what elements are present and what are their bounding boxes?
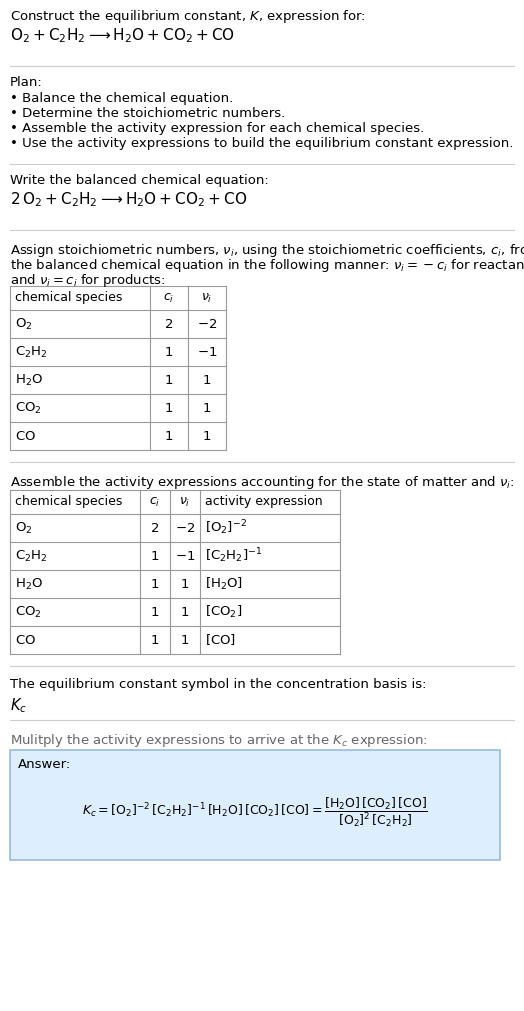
- Text: $1$: $1$: [202, 430, 212, 443]
- Text: $\nu_i$: $\nu_i$: [201, 291, 213, 304]
- Text: $\mathrm{C_2H_2}$: $\mathrm{C_2H_2}$: [15, 345, 48, 360]
- Text: $\nu_i$: $\nu_i$: [179, 495, 191, 509]
- Text: $c_i$: $c_i$: [149, 495, 161, 509]
- Text: the balanced chemical equation in the following manner: $\nu_i = -c_i$ for react: the balanced chemical equation in the fo…: [10, 257, 524, 274]
- Text: $\mathrm{O_2}$: $\mathrm{O_2}$: [15, 316, 32, 332]
- Text: Assign stoichiometric numbers, $\nu_i$, using the stoichiometric coefficients, $: Assign stoichiometric numbers, $\nu_i$, …: [10, 242, 524, 259]
- Text: $\mathrm{CO}$: $\mathrm{CO}$: [15, 430, 36, 443]
- Text: $\mathrm{CO_2}$: $\mathrm{CO_2}$: [15, 400, 42, 416]
- Text: $1$: $1$: [202, 373, 212, 386]
- FancyBboxPatch shape: [10, 750, 500, 860]
- Text: • Determine the stoichiometric numbers.: • Determine the stoichiometric numbers.: [10, 107, 285, 120]
- Text: $\mathrm{CO}$: $\mathrm{CO}$: [15, 634, 36, 646]
- Text: $\mathrm{CO_2}$: $\mathrm{CO_2}$: [15, 605, 42, 620]
- Text: $\mathrm{H_2O}$: $\mathrm{H_2O}$: [15, 372, 43, 387]
- Text: $\mathrm{2\,O_2 + C_2H_2 \longrightarrow H_2O + CO_2 + CO}$: $\mathrm{2\,O_2 + C_2H_2 \longrightarrow…: [10, 190, 247, 208]
- Text: $\mathrm{O_2}$: $\mathrm{O_2}$: [15, 521, 32, 536]
- Text: and $\nu_i = c_i$ for products:: and $\nu_i = c_i$ for products:: [10, 272, 166, 289]
- Text: $-1$: $-1$: [197, 346, 217, 359]
- Text: $-2$: $-2$: [175, 522, 195, 535]
- Text: $K_c = [\mathrm{O_2}]^{-2}\,[\mathrm{C_2H_2}]^{-1}\,[\mathrm{H_2O}]\,[\mathrm{CO: $K_c = [\mathrm{O_2}]^{-2}\,[\mathrm{C_2…: [82, 796, 428, 829]
- Text: Write the balanced chemical equation:: Write the balanced chemical equation:: [10, 174, 269, 187]
- Text: chemical species: chemical species: [15, 291, 123, 304]
- Text: $\mathrm{H_2O}$: $\mathrm{H_2O}$: [15, 576, 43, 591]
- Text: Construct the equilibrium constant, $K$, expression for:: Construct the equilibrium constant, $K$,…: [10, 8, 366, 25]
- Text: Plan:: Plan:: [10, 76, 43, 89]
- Text: $[\mathrm{CO}]$: $[\mathrm{CO}]$: [205, 633, 236, 647]
- Text: • Assemble the activity expression for each chemical species.: • Assemble the activity expression for e…: [10, 122, 424, 135]
- Text: activity expression: activity expression: [205, 495, 323, 509]
- Text: $1$: $1$: [202, 401, 212, 415]
- Text: • Use the activity expressions to build the equilibrium constant expression.: • Use the activity expressions to build …: [10, 137, 514, 150]
- Text: Mulitply the activity expressions to arrive at the $K_c$ expression:: Mulitply the activity expressions to arr…: [10, 732, 428, 749]
- Text: 1: 1: [165, 401, 173, 415]
- Text: $1$: $1$: [180, 634, 190, 646]
- Text: $[\mathrm{C_2H_2}]^{-1}$: $[\mathrm{C_2H_2}]^{-1}$: [205, 547, 262, 565]
- Text: 1: 1: [165, 430, 173, 443]
- Text: $\mathrm{C_2H_2}$: $\mathrm{C_2H_2}$: [15, 548, 48, 563]
- Text: 2: 2: [151, 522, 159, 535]
- Text: Answer:: Answer:: [18, 758, 71, 771]
- Text: $[\mathrm{H_2O}]$: $[\mathrm{H_2O}]$: [205, 576, 243, 592]
- Text: The equilibrium constant symbol in the concentration basis is:: The equilibrium constant symbol in the c…: [10, 678, 427, 691]
- Text: 1: 1: [165, 346, 173, 359]
- Text: chemical species: chemical species: [15, 495, 123, 509]
- Text: 1: 1: [151, 606, 159, 619]
- Text: $\mathrm{O_2 + C_2H_2 \longrightarrow H_2O + CO_2 + CO}$: $\mathrm{O_2 + C_2H_2 \longrightarrow H_…: [10, 26, 235, 44]
- Text: $1$: $1$: [180, 577, 190, 590]
- Text: $-1$: $-1$: [175, 550, 195, 562]
- Text: 2: 2: [165, 317, 173, 331]
- Text: 1: 1: [151, 577, 159, 590]
- Text: $[\mathrm{O_2}]^{-2}$: $[\mathrm{O_2}]^{-2}$: [205, 519, 247, 538]
- Text: $K_c$: $K_c$: [10, 696, 27, 715]
- Text: 1: 1: [151, 634, 159, 646]
- Text: $-2$: $-2$: [197, 317, 217, 331]
- Text: 1: 1: [165, 373, 173, 386]
- Text: • Balance the chemical equation.: • Balance the chemical equation.: [10, 92, 233, 105]
- Text: 1: 1: [151, 550, 159, 562]
- Text: $[\mathrm{CO_2}]$: $[\mathrm{CO_2}]$: [205, 604, 242, 620]
- Text: $c_i$: $c_i$: [163, 291, 174, 304]
- Text: $1$: $1$: [180, 606, 190, 619]
- Text: Assemble the activity expressions accounting for the state of matter and $\nu_i$: Assemble the activity expressions accoun…: [10, 474, 515, 491]
